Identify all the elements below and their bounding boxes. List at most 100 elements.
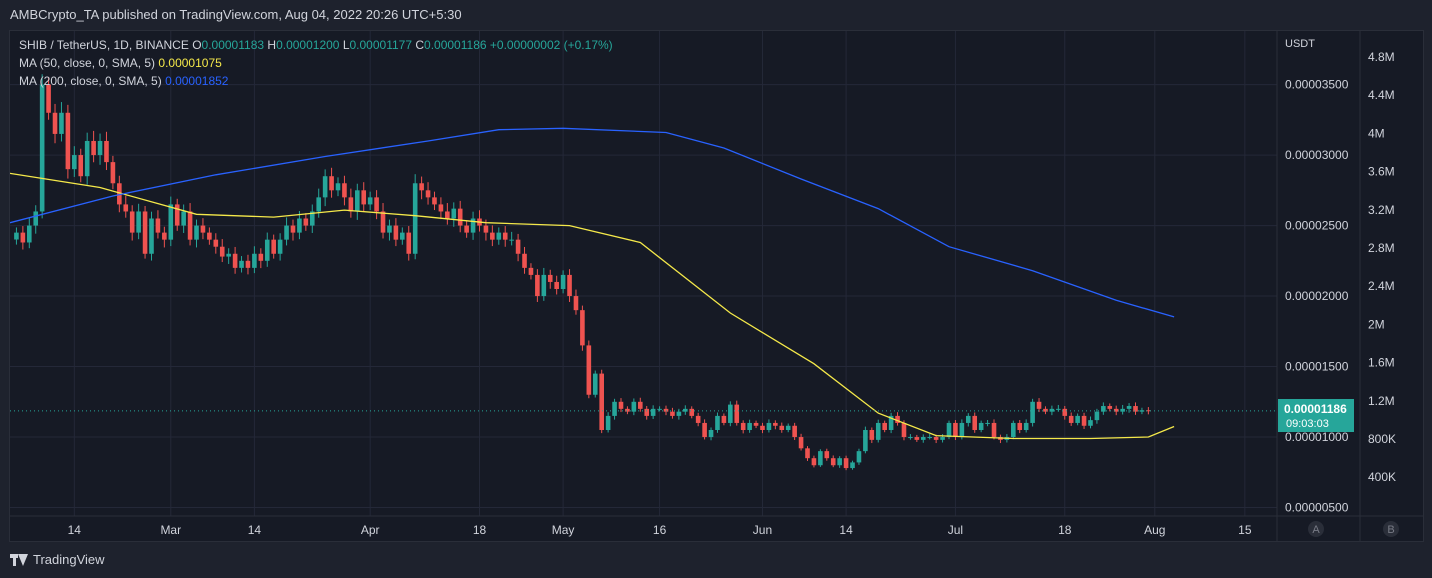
candle [342, 175, 347, 206]
candle [502, 226, 508, 247]
candle-body [592, 373, 598, 395]
candle [657, 406, 662, 412]
candle-body [451, 208, 457, 219]
candle-body [914, 437, 920, 440]
candle [14, 227, 19, 245]
candle [708, 427, 714, 441]
candle-body [207, 232, 212, 240]
candle [753, 420, 759, 429]
candle-body [650, 408, 656, 416]
candle-body [406, 232, 412, 254]
symbol-label[interactable]: SHIB / TetherUS, 1D, BINANCE [19, 38, 189, 52]
candle [567, 269, 572, 302]
scale-button-b[interactable]: B [1383, 521, 1399, 537]
candle [509, 231, 514, 246]
candle-body [978, 422, 984, 430]
candle-body [110, 162, 116, 184]
candle [625, 406, 630, 415]
candle [670, 407, 675, 419]
candle [637, 397, 643, 412]
candle-body [625, 408, 630, 412]
candle-body [1101, 406, 1106, 412]
candle-body [895, 415, 900, 423]
candle-body [20, 232, 26, 243]
candlestick-chart[interactable]: USDT 0.000005000.000010000.000015000.000… [10, 31, 1424, 542]
candle-body [779, 425, 785, 430]
price-axis[interactable]: 0.00000500 0.00001000 0.00001500 0.00002000… [1285, 78, 1349, 515]
candle-body [605, 415, 611, 430]
candle-body [297, 218, 302, 233]
candle-body [1068, 415, 1074, 423]
candle-body [226, 253, 231, 257]
candle [451, 202, 457, 227]
candle [496, 227, 502, 245]
candle [1011, 420, 1016, 440]
candle [1146, 407, 1151, 415]
candle-body [59, 112, 64, 134]
candle [1094, 408, 1100, 424]
scale-button-a[interactable]: A [1308, 521, 1324, 537]
candle [837, 456, 842, 468]
candle-body [200, 225, 206, 233]
candle-body [547, 274, 553, 282]
candle [773, 420, 778, 430]
candle [612, 398, 617, 420]
chart-pane[interactable]: USDT 0.00000500 0.00001000 0.00001500 0.000… [9, 30, 1424, 542]
candle [380, 203, 386, 239]
candle-body [856, 451, 862, 463]
candle [129, 205, 135, 241]
ohlc-high-value: 0.00001200 [276, 38, 340, 52]
candle-body [875, 422, 881, 440]
time-tick-label: 18 [1058, 523, 1072, 537]
candle-body [309, 211, 315, 226]
candle-body [1094, 411, 1100, 421]
price-tick-label: 0.00000500 [1285, 501, 1349, 515]
candle-body [457, 208, 463, 226]
candle [162, 226, 167, 248]
footer-bar: TradingView [0, 542, 1432, 578]
candle [464, 220, 469, 238]
candle [297, 210, 302, 240]
candle [264, 232, 270, 267]
ohlc-high-label: H [267, 38, 277, 52]
candle-body [367, 197, 373, 205]
tradingview-logo[interactable]: TradingView [10, 552, 105, 567]
candle [1049, 405, 1055, 416]
candle-body [168, 204, 174, 240]
candle [914, 434, 920, 442]
candle-body [631, 401, 637, 412]
price-tick-label: 0.00002500 [1285, 219, 1349, 233]
candle [445, 203, 450, 225]
candle-body [773, 422, 778, 426]
candle-body [483, 225, 489, 233]
ma50-row[interactable]: MA (50, close, 0, SMA, 5) 0.00001075 [19, 54, 613, 72]
candle [888, 412, 894, 434]
candle [869, 427, 875, 444]
candle-body [213, 239, 219, 247]
candle-body [618, 401, 624, 409]
volume-tick-label: 4M [1368, 126, 1385, 140]
candle [200, 218, 206, 240]
candle-body [760, 425, 765, 430]
candle [387, 219, 392, 241]
candle-body [1017, 422, 1023, 430]
candle [412, 174, 418, 260]
time-axis[interactable]: 14 Mar 14 Apr 18 May 16 Jun 14 Jul 18 Aug 15 [68, 523, 1252, 537]
candle-body [432, 197, 437, 205]
price-badge-timer: 09:03:03 [1286, 418, 1329, 430]
candle-body [908, 437, 913, 439]
candle-body [740, 422, 746, 430]
candle [226, 248, 231, 264]
candle-body [1120, 408, 1125, 412]
ma200-row[interactable]: MA (200, close, 0, SMA, 5) 0.00001852 [19, 72, 613, 90]
volume-tick-label: 4.4M [1368, 88, 1395, 102]
candle-body [689, 408, 695, 416]
candle [528, 263, 534, 280]
candle-body [290, 225, 296, 233]
candle [702, 419, 707, 440]
candle-body [239, 260, 244, 268]
candle [239, 256, 244, 273]
candle-body [252, 253, 257, 268]
candle [419, 176, 424, 200]
candle [136, 203, 141, 240]
